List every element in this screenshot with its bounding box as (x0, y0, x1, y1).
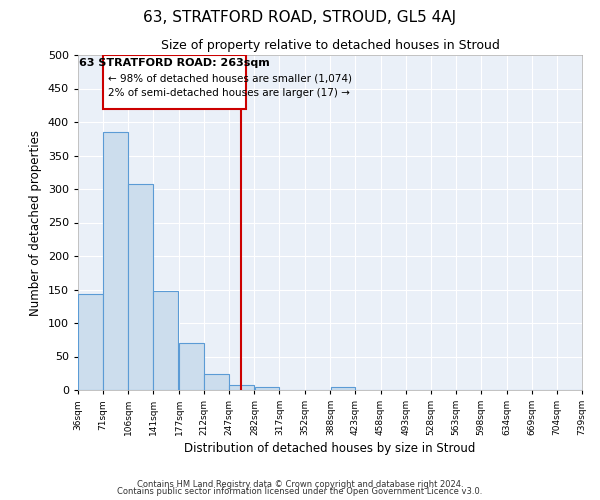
Bar (254, 386, 279, 390)
Bar (128, 184, 153, 390)
X-axis label: Distribution of detached houses by size in Stroud: Distribution of detached houses by size … (184, 442, 476, 456)
Y-axis label: Number of detached properties: Number of detached properties (29, 130, 42, 316)
Text: Contains public sector information licensed under the Open Government Licence v3: Contains public sector information licen… (118, 488, 482, 496)
Bar (331, 386, 355, 390)
Bar (103, 132, 128, 390)
Text: 63, STRATFORD ROAD, STROUD, GL5 4AJ: 63, STRATFORD ROAD, STROUD, GL5 4AJ (143, 10, 457, 25)
Bar (229, 384, 254, 390)
Text: 63 STRATFORD ROAD: 263sqm: 63 STRATFORD ROAD: 263sqm (79, 58, 270, 68)
Bar (154, 291, 178, 390)
Text: ← 98% of detached houses are smaller (1,074): ← 98% of detached houses are smaller (1,… (108, 74, 352, 84)
Text: 2% of semi-detached houses are larger (17) →: 2% of semi-detached houses are larger (1… (108, 88, 350, 99)
Bar (205, 374, 229, 390)
Bar (78, 294, 103, 390)
Text: Contains HM Land Registry data © Crown copyright and database right 2024.: Contains HM Land Registry data © Crown c… (137, 480, 463, 489)
FancyBboxPatch shape (103, 55, 246, 108)
Title: Size of property relative to detached houses in Stroud: Size of property relative to detached ho… (161, 40, 499, 52)
Bar (179, 343, 204, 390)
